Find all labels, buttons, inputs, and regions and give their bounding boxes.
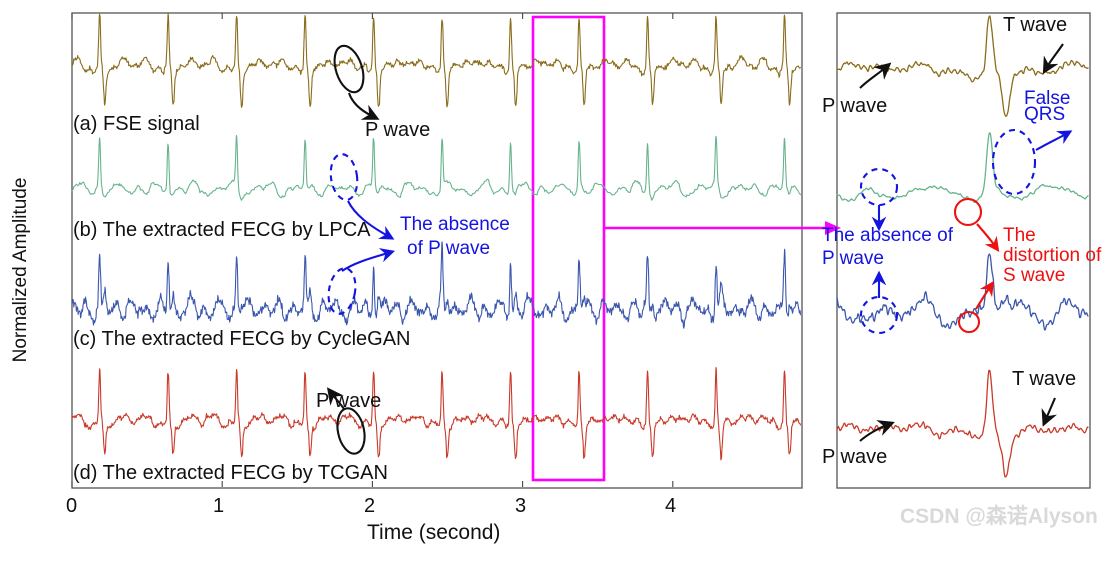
svg-text:The absence of: The absence of (822, 225, 954, 246)
svg-text:of P wave: of P wave (407, 238, 490, 259)
svg-text:P wave: P wave (822, 248, 884, 269)
svg-text:S wave: S wave (1003, 265, 1065, 286)
svg-text:QRS: QRS (1024, 104, 1065, 125)
svg-text:The absence: The absence (400, 214, 510, 235)
svg-text:The: The (1003, 225, 1036, 246)
svg-text:distortion of: distortion of (1003, 245, 1102, 266)
